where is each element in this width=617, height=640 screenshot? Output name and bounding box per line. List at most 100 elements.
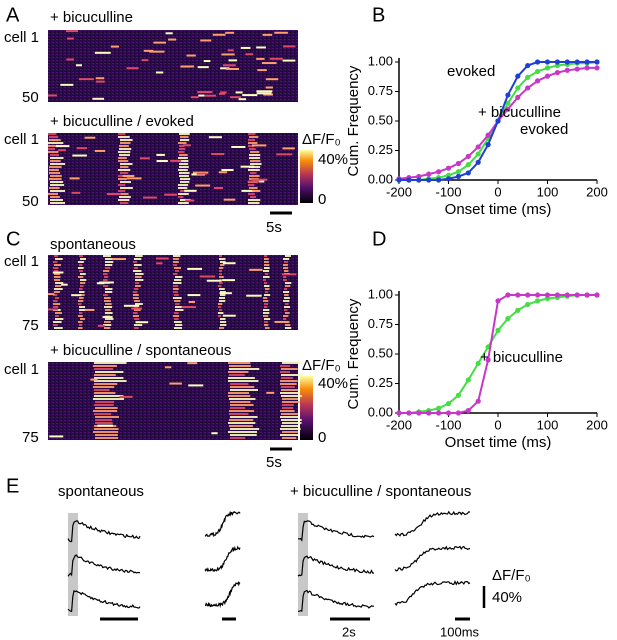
heatmap-band	[179, 154, 188, 156]
heatmap-event	[192, 171, 209, 174]
heatmap-event	[60, 83, 74, 86]
heatmap-band	[173, 297, 182, 299]
heatmap-band	[248, 193, 255, 195]
point	[574, 292, 580, 298]
heatmap-band	[105, 258, 114, 260]
heatmap-band	[54, 327, 63, 329]
heatmap-band	[118, 184, 126, 186]
annotation: evoked	[447, 63, 495, 80]
heatmap-band	[80, 285, 84, 287]
heatmap-band	[173, 285, 179, 287]
heatmap-event	[276, 153, 293, 156]
heatmap-event	[249, 268, 263, 271]
trace	[67, 589, 141, 613]
heatmap-band	[50, 184, 65, 186]
heatmap-band	[93, 431, 119, 433]
point	[594, 65, 600, 71]
heatmap-band	[79, 288, 83, 290]
heatmap-event	[126, 67, 139, 70]
point	[535, 68, 541, 75]
heatmap-band	[173, 288, 179, 290]
heatmap-band	[173, 258, 180, 260]
heatmap-band	[228, 395, 251, 397]
point	[584, 65, 590, 71]
heatmap-band	[249, 175, 260, 177]
heatmap-band	[219, 297, 226, 299]
heatmap-band	[218, 303, 223, 305]
heatmap-band	[78, 261, 84, 263]
heatmap-event	[156, 160, 168, 163]
heatmap-event	[123, 304, 140, 307]
heatmap-band	[173, 273, 178, 275]
heatmap-event	[200, 39, 212, 42]
heatmap-band	[95, 419, 112, 421]
heatmap-band	[119, 154, 130, 156]
heatmap-band	[49, 187, 60, 189]
heatmap-band	[229, 425, 253, 427]
trace	[204, 545, 241, 573]
heatmap-band	[178, 187, 188, 189]
heatmap-event	[106, 193, 121, 196]
heatmap-band	[50, 175, 62, 177]
heatmap-event	[257, 69, 267, 72]
colorbar-max: 40%	[318, 375, 348, 392]
heatmap-event	[170, 159, 182, 162]
heatmap-band	[250, 160, 261, 162]
heatmap-band	[283, 279, 287, 281]
heatmap-band	[263, 270, 270, 272]
point	[475, 151, 481, 157]
heatmap-band	[94, 428, 119, 430]
x-axis-label: Onset time (ms)	[445, 201, 552, 218]
trace	[298, 520, 375, 542]
heatmap-band	[220, 291, 226, 293]
point	[475, 159, 481, 165]
heatmap-band	[283, 276, 287, 278]
heatmap-band	[94, 395, 124, 397]
heatmap-band	[50, 190, 66, 192]
point	[505, 316, 511, 322]
heatmap-event	[184, 189, 197, 192]
panel-label: B	[372, 4, 385, 26]
heatmap-band	[79, 309, 86, 311]
heatmap-band	[118, 157, 127, 159]
heatmap-band	[173, 255, 181, 257]
heatmap-band	[220, 324, 227, 326]
heatmap-event	[156, 153, 165, 156]
point	[505, 92, 511, 98]
heatmap-band	[219, 258, 226, 260]
heatmap-band	[135, 282, 140, 284]
heatmap-band	[250, 151, 260, 153]
heatmap-band	[94, 377, 124, 379]
heatmap-band	[248, 202, 260, 204]
heatmap-event	[49, 435, 64, 438]
heatmap-band	[264, 255, 268, 257]
colorbar	[300, 376, 313, 440]
x-tick-label: 200	[586, 184, 608, 199]
heatmap-band	[175, 324, 183, 326]
heatmap-band	[120, 139, 133, 141]
trace	[394, 545, 471, 572]
point	[594, 292, 600, 298]
x-tick-label: -200	[386, 417, 412, 432]
point	[525, 62, 531, 69]
heatmap-event	[76, 147, 88, 150]
heatmap-band	[281, 386, 295, 388]
heatmap-event	[55, 145, 70, 148]
heatmap-band	[133, 291, 138, 293]
heatmap-event	[185, 199, 195, 202]
heatmap-band	[134, 300, 140, 302]
heatmap-band	[133, 315, 139, 317]
heatmap-band	[280, 428, 301, 430]
heatmap-band	[80, 273, 86, 275]
heatmap-event	[211, 152, 225, 155]
heatmap-band	[219, 273, 223, 275]
heatmap-band	[78, 303, 82, 305]
heatmap-event	[247, 180, 260, 183]
heatmap-event	[213, 187, 223, 190]
heatmap-band	[219, 300, 226, 302]
heatmap-band	[50, 157, 64, 159]
heatmap-band	[175, 276, 183, 278]
heatmap-event	[181, 306, 196, 309]
heatmap-band	[229, 365, 251, 367]
heatmap-band	[120, 166, 129, 168]
